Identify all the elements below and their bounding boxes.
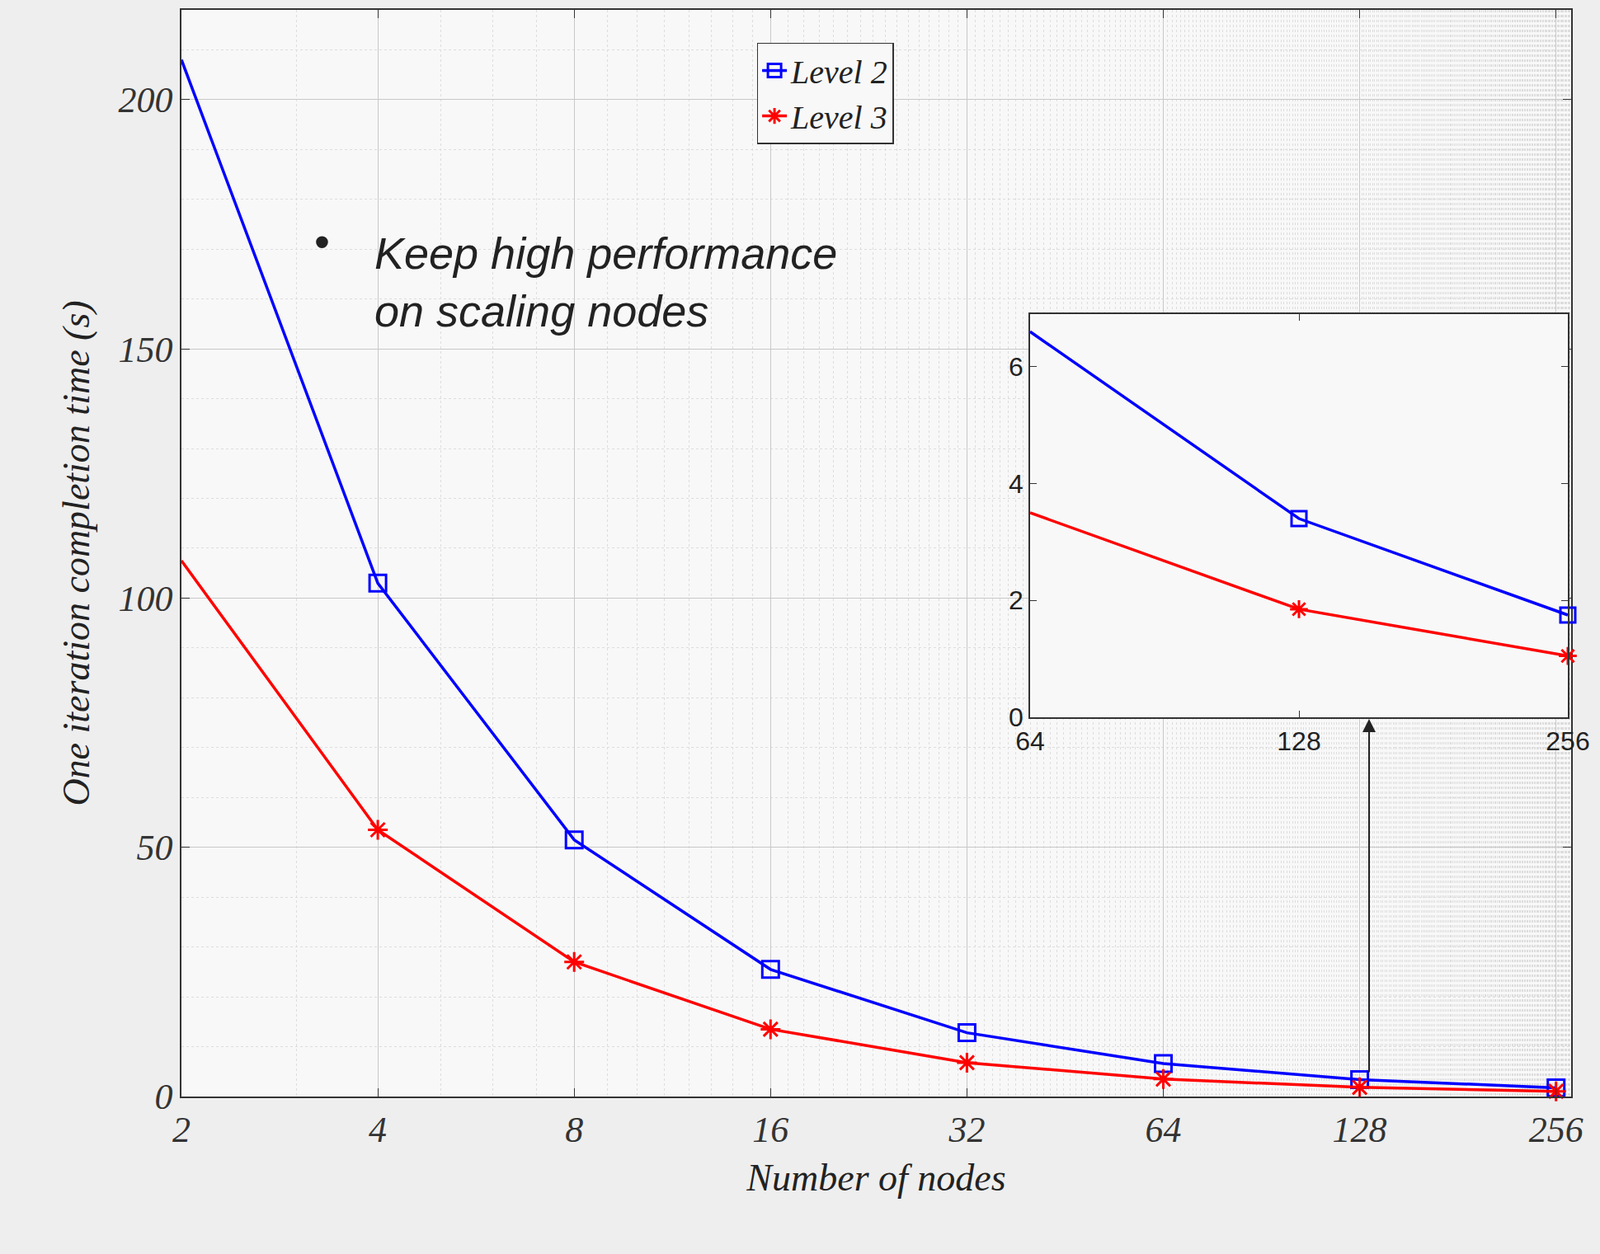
svg-text:16: 16	[752, 1110, 789, 1151]
svg-text:8: 8	[564, 1110, 584, 1151]
svg-text:150: 150	[117, 329, 173, 371]
svg-text:256: 256	[1545, 726, 1590, 757]
svg-text:32: 32	[947, 1110, 985, 1151]
svg-text:64: 64	[1015, 726, 1045, 757]
svg-text:Level 2: Level 2	[790, 53, 888, 91]
svg-text:•: •	[314, 216, 330, 267]
svg-text:6: 6	[1008, 352, 1024, 382]
svg-text:128: 128	[1276, 726, 1321, 757]
svg-text:256: 256	[1529, 1110, 1584, 1151]
svg-text:Level 3: Level 3	[790, 98, 888, 137]
svg-text:4: 4	[1008, 469, 1024, 499]
svg-text:2: 2	[1008, 585, 1024, 616]
svg-text:2: 2	[172, 1110, 191, 1151]
svg-text:One iteration completion time: One iteration completion time (s)	[55, 300, 98, 806]
svg-text:Number of nodes: Number of nodes	[745, 1157, 1006, 1200]
svg-text:4: 4	[368, 1110, 387, 1151]
svg-text:128: 128	[1332, 1110, 1388, 1151]
svg-text:200: 200	[117, 80, 173, 121]
svg-text:64: 64	[1145, 1110, 1182, 1151]
svg-text:0: 0	[154, 1077, 173, 1118]
svg-text:50: 50	[136, 828, 173, 869]
svg-text:0: 0	[1008, 702, 1024, 733]
svg-text:Keep high performanceon scalin: Keep high performanceon scaling nodes	[374, 228, 838, 336]
svg-text:100: 100	[117, 578, 173, 620]
